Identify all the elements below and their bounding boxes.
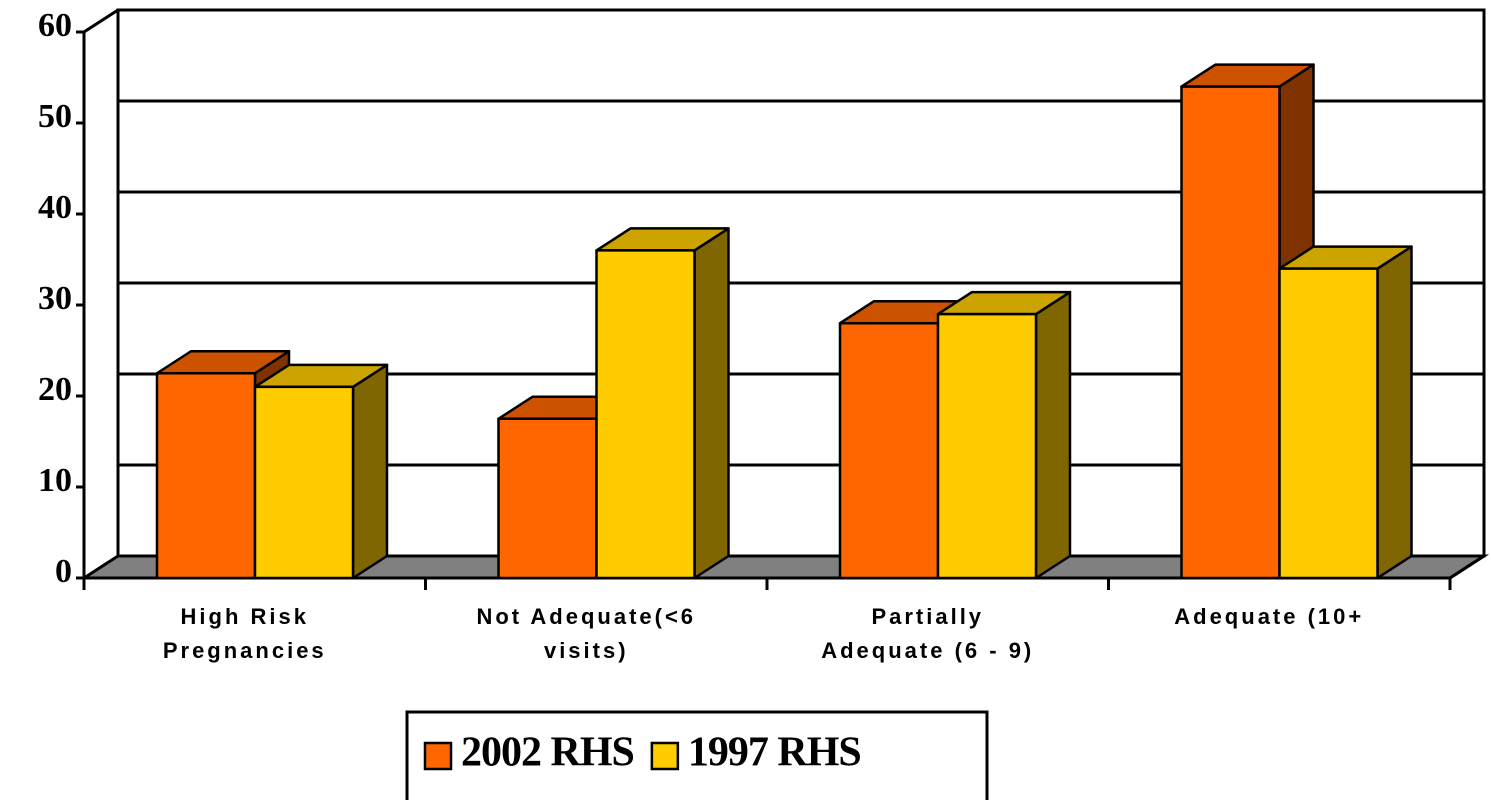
- x-tick-label: Not Adequate(<6 visits): [476, 604, 697, 663]
- bar: [595, 249, 696, 580]
- x-tick-label: Partially Adequate (6 - 9): [821, 604, 1035, 663]
- bar: [497, 417, 598, 580]
- bar-side: [1034, 290, 1072, 580]
- legend-swatch: [650, 741, 680, 771]
- legend-label: 1997 RHS: [688, 730, 861, 776]
- legend-box: [405, 710, 989, 800]
- bar-side: [351, 363, 389, 580]
- bar: [1180, 85, 1281, 580]
- y-tick-label: 30: [38, 280, 72, 317]
- legend-label: 2002 RHS: [461, 730, 634, 776]
- bar-side: [693, 227, 730, 580]
- y-tick-label: 40: [38, 189, 72, 226]
- left-wall: [82, 8, 119, 578]
- bar: [253, 385, 355, 580]
- bar: [155, 372, 257, 580]
- x-tick-label: Adequate (10+: [1174, 604, 1365, 629]
- bar: [1278, 267, 1379, 580]
- y-tick-label: 10: [38, 462, 72, 499]
- y-tick-label: 60: [38, 7, 72, 44]
- floor-edge: [1449, 554, 1485, 580]
- bar: [936, 312, 1038, 580]
- y-tick-label: 0: [55, 553, 72, 590]
- bar: [838, 321, 940, 580]
- y-tick-label: 20: [38, 371, 72, 408]
- y-tick-label: 50: [38, 98, 72, 135]
- bar-side: [1376, 245, 1413, 580]
- x-tick-label: High Risk Pregnancies: [162, 604, 327, 663]
- legend-swatch: [423, 741, 453, 771]
